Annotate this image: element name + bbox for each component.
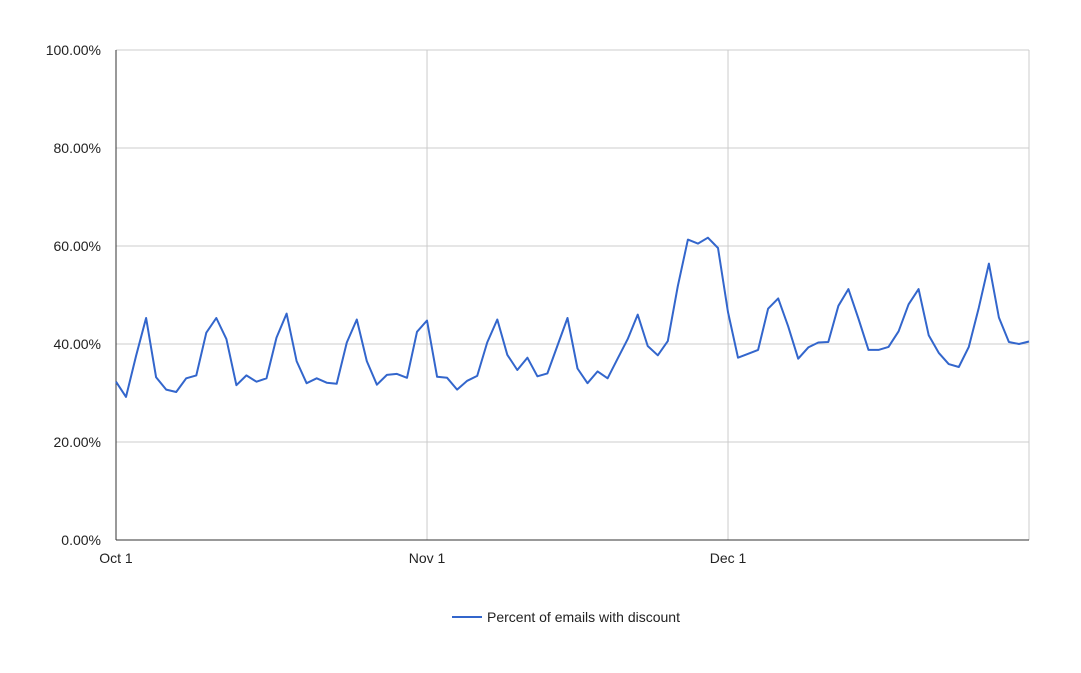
y-tick-label: 100.00% [46,42,101,58]
axes: 0.00% 20.00% 40.00% 60.00% 80.00% 100.00% Oct … [46,42,1029,566]
x-tick-label: Oct 1 [99,550,133,566]
y-tick-label: 60.00% [54,238,101,254]
gridlines [115,49,1030,540]
y-tick-label: 40.00% [54,336,101,352]
series-layer [115,236,1030,398]
legend: Percent of emails with discount [452,609,680,625]
x-tick-label: Dec 1 [710,550,747,566]
y-tick-label: 80.00% [54,140,101,156]
x-tick-label: Nov 1 [409,550,446,566]
y-tick-label: 0.00% [61,532,101,548]
legend-label: Percent of emails with discount [487,609,680,625]
y-tick-label: 20.00% [54,434,101,450]
series-line [115,236,1030,398]
